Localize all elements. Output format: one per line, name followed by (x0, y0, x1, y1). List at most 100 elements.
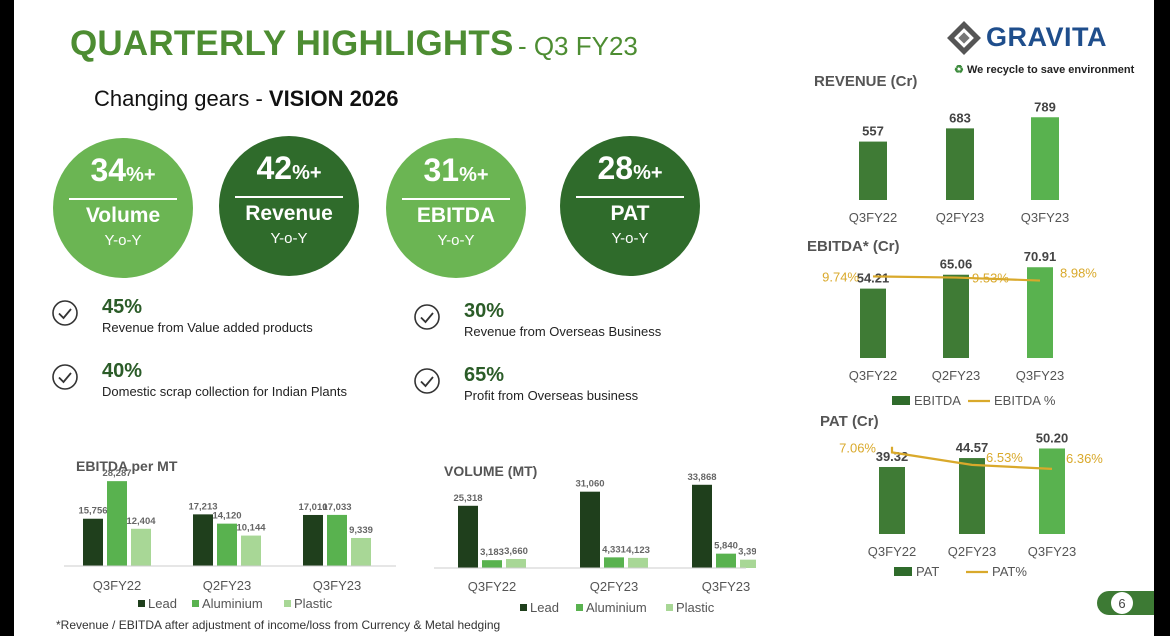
slide: QUARTERLY HIGHLIGHTS - Q3 FY23 Changing … (14, 0, 1154, 636)
chart-title: VOLUME (MT) (444, 463, 537, 479)
page-number: 6 (1118, 596, 1125, 611)
line-data-label: 6.36% (1066, 451, 1103, 466)
category-label: Q3FY23 (1016, 368, 1064, 383)
circle-sub: Y-o-Y (270, 230, 308, 247)
ebitda-chart: EBITDA* (Cr) 54.21 Q3FY22 65.06 Q2FY23 70.91 Q… (807, 238, 1097, 408)
bar (193, 514, 213, 566)
check-circle-icon (52, 364, 78, 390)
legend-swatch (138, 600, 145, 607)
category-label: Q3FY23 (1021, 210, 1069, 225)
bar (482, 560, 502, 568)
bar (692, 484, 712, 568)
legend-label: Lead (530, 600, 559, 615)
circle-divider (576, 196, 684, 198)
check-circle-icon (414, 304, 440, 330)
chart-title: REVENUE (Cr) (814, 73, 917, 90)
data-label: 17,010 (298, 502, 327, 513)
category-label: Q2FY23 (203, 578, 251, 593)
legend-swatch (894, 567, 912, 576)
category-label: Q2FY23 (936, 210, 984, 225)
legend-label: Plastic (676, 600, 715, 615)
subtitle-bold: VISION 2026 (268, 86, 399, 111)
data-label: 3,183 (480, 547, 504, 558)
legend-swatch (284, 600, 291, 607)
data-label: 50.20 (1036, 430, 1069, 445)
check-circle-icon (414, 368, 440, 394)
page-title: QUARTERLY HIGHLIGHTS - Q3 FY23 (70, 24, 638, 64)
category-label: Q3FY23 (313, 578, 361, 593)
circle-sub: Y-o-Y (611, 230, 649, 247)
footnote: *Revenue / EBITDA after adjustment of in… (56, 618, 501, 632)
bar (604, 557, 624, 568)
subtitle: Changing gears - VISION 2026 (94, 86, 399, 112)
data-label: 4,123 (626, 545, 650, 556)
bar (740, 559, 756, 568)
category-label: Q3FY23 (1028, 544, 1076, 559)
legend-label: Lead (148, 596, 177, 611)
data-label: 14,120 (212, 511, 241, 522)
highlight-text: Revenue from Value added products (102, 320, 313, 335)
legend-label: Plastic (294, 596, 333, 611)
legend-swatch (892, 396, 910, 405)
tagline-text: We recycle to save environment (966, 64, 1135, 76)
circle-label: EBITDA (416, 204, 496, 227)
bar (131, 528, 151, 566)
bar (458, 505, 478, 568)
line-data-label: 8.98% (1060, 266, 1097, 281)
data-label: 28,287 (102, 468, 131, 479)
data-label: 44.57 (956, 440, 989, 455)
legend-label: PAT% (992, 564, 1027, 579)
circle-revenue: 42%+ Revenue Y-o-Y (219, 136, 359, 276)
bar (327, 514, 347, 566)
data-label: 3,398 (738, 547, 756, 558)
bar (879, 467, 905, 534)
circle-volume: 34%+ Volume Y-o-Y (53, 138, 193, 278)
bar (943, 274, 969, 358)
data-label: 15,756 (78, 506, 107, 517)
category-label: Q3FY22 (849, 210, 897, 225)
category-label: Q3FY22 (93, 578, 141, 593)
category-label: Q3FY22 (868, 544, 916, 559)
revenue-chart: REVENUE (Cr) 557 Q3FY22 683 Q2FY23 789 Q3FY23 (814, 73, 1069, 225)
data-label: 5,840 (714, 541, 738, 552)
legend-swatch (192, 600, 199, 607)
bar (351, 537, 371, 566)
data-label: 33,868 (687, 472, 716, 483)
highlight-value: 65% (464, 364, 505, 386)
legend-label: EBITDA (914, 393, 961, 408)
circle-ebitda: 31%+ EBITDA Y-o-Y (386, 138, 526, 278)
legend-swatch (666, 604, 673, 611)
bar (859, 141, 887, 200)
recycle-icon: ♻ (954, 64, 964, 76)
legend-label: PAT (916, 564, 939, 579)
data-label: 65.06 (940, 257, 973, 272)
circle-value: 42%+ (256, 150, 322, 186)
series-line (890, 446, 1053, 470)
legend-swatch (576, 604, 583, 611)
highlight-value: 40% (102, 360, 143, 382)
data-label: 31,060 (575, 479, 604, 490)
category-label: Q3FY23 (702, 579, 750, 594)
bar (628, 557, 648, 568)
highlight-value: 45% (102, 296, 143, 318)
data-label: 789 (1034, 99, 1056, 114)
legend-label: Aluminium (586, 600, 647, 615)
category-label: Q2FY23 (590, 579, 638, 594)
circle-pat: 28%+ PAT Y-o-Y (560, 136, 700, 276)
circle-value: 28%+ (597, 150, 663, 186)
data-label: 17,213 (188, 501, 217, 512)
line-data-label: 7.06% (839, 440, 876, 455)
title-main: QUARTERLY HIGHLIGHTS (70, 24, 514, 63)
chart-title: EBITDA* (Cr) (807, 238, 900, 255)
line-data-label: 9.53% (972, 271, 1009, 286)
page-number-badge: 6 (1097, 591, 1154, 615)
category-label: Q3FY22 (468, 579, 516, 594)
circle-value: 34%+ (90, 152, 156, 188)
category-label: Q3FY22 (849, 368, 897, 383)
circle-label: PAT (610, 202, 650, 225)
bar (217, 523, 237, 566)
brand-tagline: ♻ We recycle to save environment (954, 63, 1134, 76)
data-label: 3,660 (504, 546, 528, 557)
volume-chart: VOLUME (MT) 25,318 3,183 3,660 Q3FY22 31,060 4… (434, 463, 756, 615)
legend-label: EBITDA % (994, 393, 1056, 408)
